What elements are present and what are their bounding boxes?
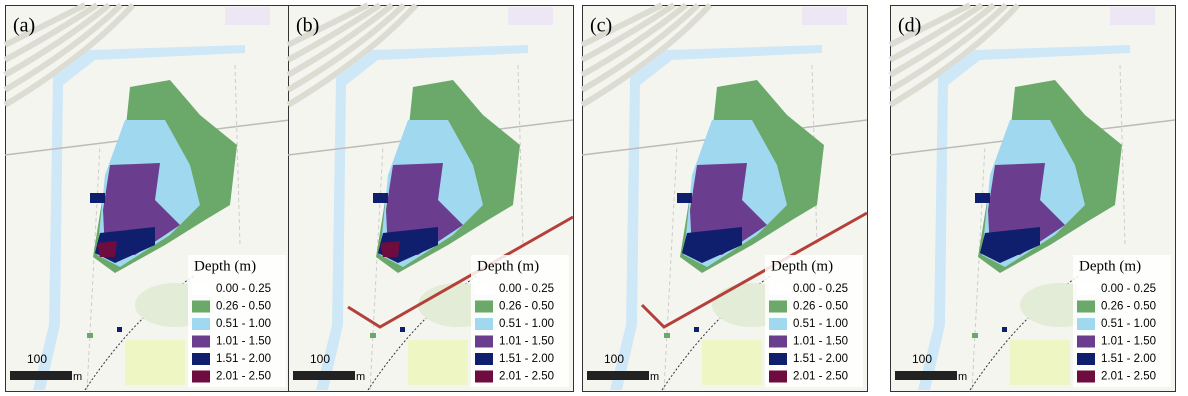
legend-label: 2.01 - 2.50 <box>793 371 848 383</box>
legend-label: 1.51 - 2.00 <box>793 353 848 365</box>
scale-length: 100 <box>604 352 624 366</box>
legend-label: 1.51 - 2.00 <box>499 353 554 365</box>
field <box>1010 340 1070 385</box>
legend-title: Depth (m) <box>477 258 539 274</box>
legend-swatch <box>769 371 787 383</box>
scale-bar <box>293 371 355 380</box>
panel-label: (a) <box>13 15 35 37</box>
legend-swatch <box>475 353 493 365</box>
scale-length: 100 <box>912 352 932 366</box>
map-panel: (a) 100 m Depth (m) 0.00 - 0.25 0.26 - 0.50 0.… <box>5 5 291 392</box>
scale-unit: m <box>650 371 659 383</box>
legend-label: 1.51 - 2.00 <box>216 353 271 365</box>
building <box>1110 7 1155 25</box>
legend-label: 1.01 - 1.50 <box>793 336 848 348</box>
legend-label: 2.01 - 2.50 <box>1101 371 1156 383</box>
legend-swatch <box>192 336 210 348</box>
scale-unit: m <box>73 371 82 383</box>
legend-title: Depth (m) <box>771 258 833 274</box>
scale-unit: m <box>356 371 365 383</box>
depth-zone <box>97 241 117 257</box>
legend-swatch <box>1077 371 1095 383</box>
cell <box>370 333 376 338</box>
legend-label: 0.51 - 1.00 <box>216 318 271 330</box>
legend-label: 0.26 - 0.50 <box>216 301 271 313</box>
panel-label: (b) <box>296 15 319 37</box>
legend-swatch <box>192 353 210 365</box>
cell <box>117 327 122 332</box>
map-panel: (c) 100 m Depth (m) 0.00 - 0.25 0.26 - 0.50 0.… <box>582 5 868 392</box>
legend-swatch <box>1077 318 1095 330</box>
legend-label: 1.01 - 1.50 <box>1101 336 1156 348</box>
legend-swatch <box>769 318 787 330</box>
legend-swatch <box>1077 301 1095 313</box>
field <box>408 340 468 385</box>
cell <box>972 333 978 338</box>
cell <box>400 327 405 332</box>
legend-title: Depth (m) <box>194 258 256 274</box>
legend-swatch <box>192 371 210 383</box>
legend-swatch <box>1077 353 1095 365</box>
map-panel: (b) 100 m Depth (m) 0.00 - 0.25 0.26 - 0.50 0.… <box>288 5 574 392</box>
scale-bar <box>10 371 72 380</box>
legend-label: 0.26 - 0.50 <box>1101 301 1156 313</box>
legend-swatch <box>475 283 493 295</box>
legend-label: 0.00 - 0.25 <box>499 283 554 295</box>
field <box>702 340 762 385</box>
legend-swatch <box>192 283 210 295</box>
figure: (a) 100 m Depth (m) 0.00 - 0.25 0.26 - 0.50 0.… <box>0 0 1188 396</box>
legend-swatch <box>475 336 493 348</box>
panel-label: (d) <box>898 15 921 37</box>
legend-label: 0.00 - 0.25 <box>1101 283 1156 295</box>
legend-swatch <box>475 318 493 330</box>
legend-label: 0.51 - 1.00 <box>499 318 554 330</box>
legend-swatch <box>769 283 787 295</box>
legend-swatch <box>192 318 210 330</box>
legend-label: 1.51 - 2.00 <box>1101 353 1156 365</box>
cell <box>694 327 699 332</box>
legend-swatch <box>769 336 787 348</box>
depth-zone <box>380 241 400 257</box>
legend-swatch <box>769 353 787 365</box>
legend-swatch <box>769 301 787 313</box>
building <box>802 7 847 25</box>
scale-length: 100 <box>27 352 47 366</box>
cell <box>1002 327 1007 332</box>
legend-label: 0.51 - 1.00 <box>1101 318 1156 330</box>
map-panel: (d) 100 m Depth (m) 0.00 - 0.25 0.26 - 0.50 0.… <box>890 5 1176 392</box>
legend-title: Depth (m) <box>1079 258 1141 274</box>
legend-label: 0.26 - 0.50 <box>499 301 554 313</box>
legend-label: 1.01 - 1.50 <box>216 336 271 348</box>
legend-label: 2.01 - 2.50 <box>499 371 554 383</box>
building <box>225 7 270 25</box>
scale-bar <box>895 371 957 380</box>
cell <box>664 333 670 338</box>
legend-swatch <box>192 301 210 313</box>
legend-label: 2.01 - 2.50 <box>216 371 271 383</box>
field <box>125 340 185 385</box>
scale-bar <box>587 371 649 380</box>
legend-label: 1.01 - 1.50 <box>499 336 554 348</box>
building <box>508 7 553 25</box>
legend-label: 0.00 - 0.25 <box>793 283 848 295</box>
legend-swatch <box>475 301 493 313</box>
legend-swatch <box>1077 336 1095 348</box>
legend-label: 0.00 - 0.25 <box>216 283 271 295</box>
scale-length: 100 <box>310 352 330 366</box>
legend-label: 0.26 - 0.50 <box>793 301 848 313</box>
legend-label: 0.51 - 1.00 <box>793 318 848 330</box>
legend-swatch <box>1077 283 1095 295</box>
legend-swatch <box>475 371 493 383</box>
panel-label: (c) <box>590 15 612 37</box>
cell <box>87 333 93 338</box>
scale-unit: m <box>958 371 967 383</box>
